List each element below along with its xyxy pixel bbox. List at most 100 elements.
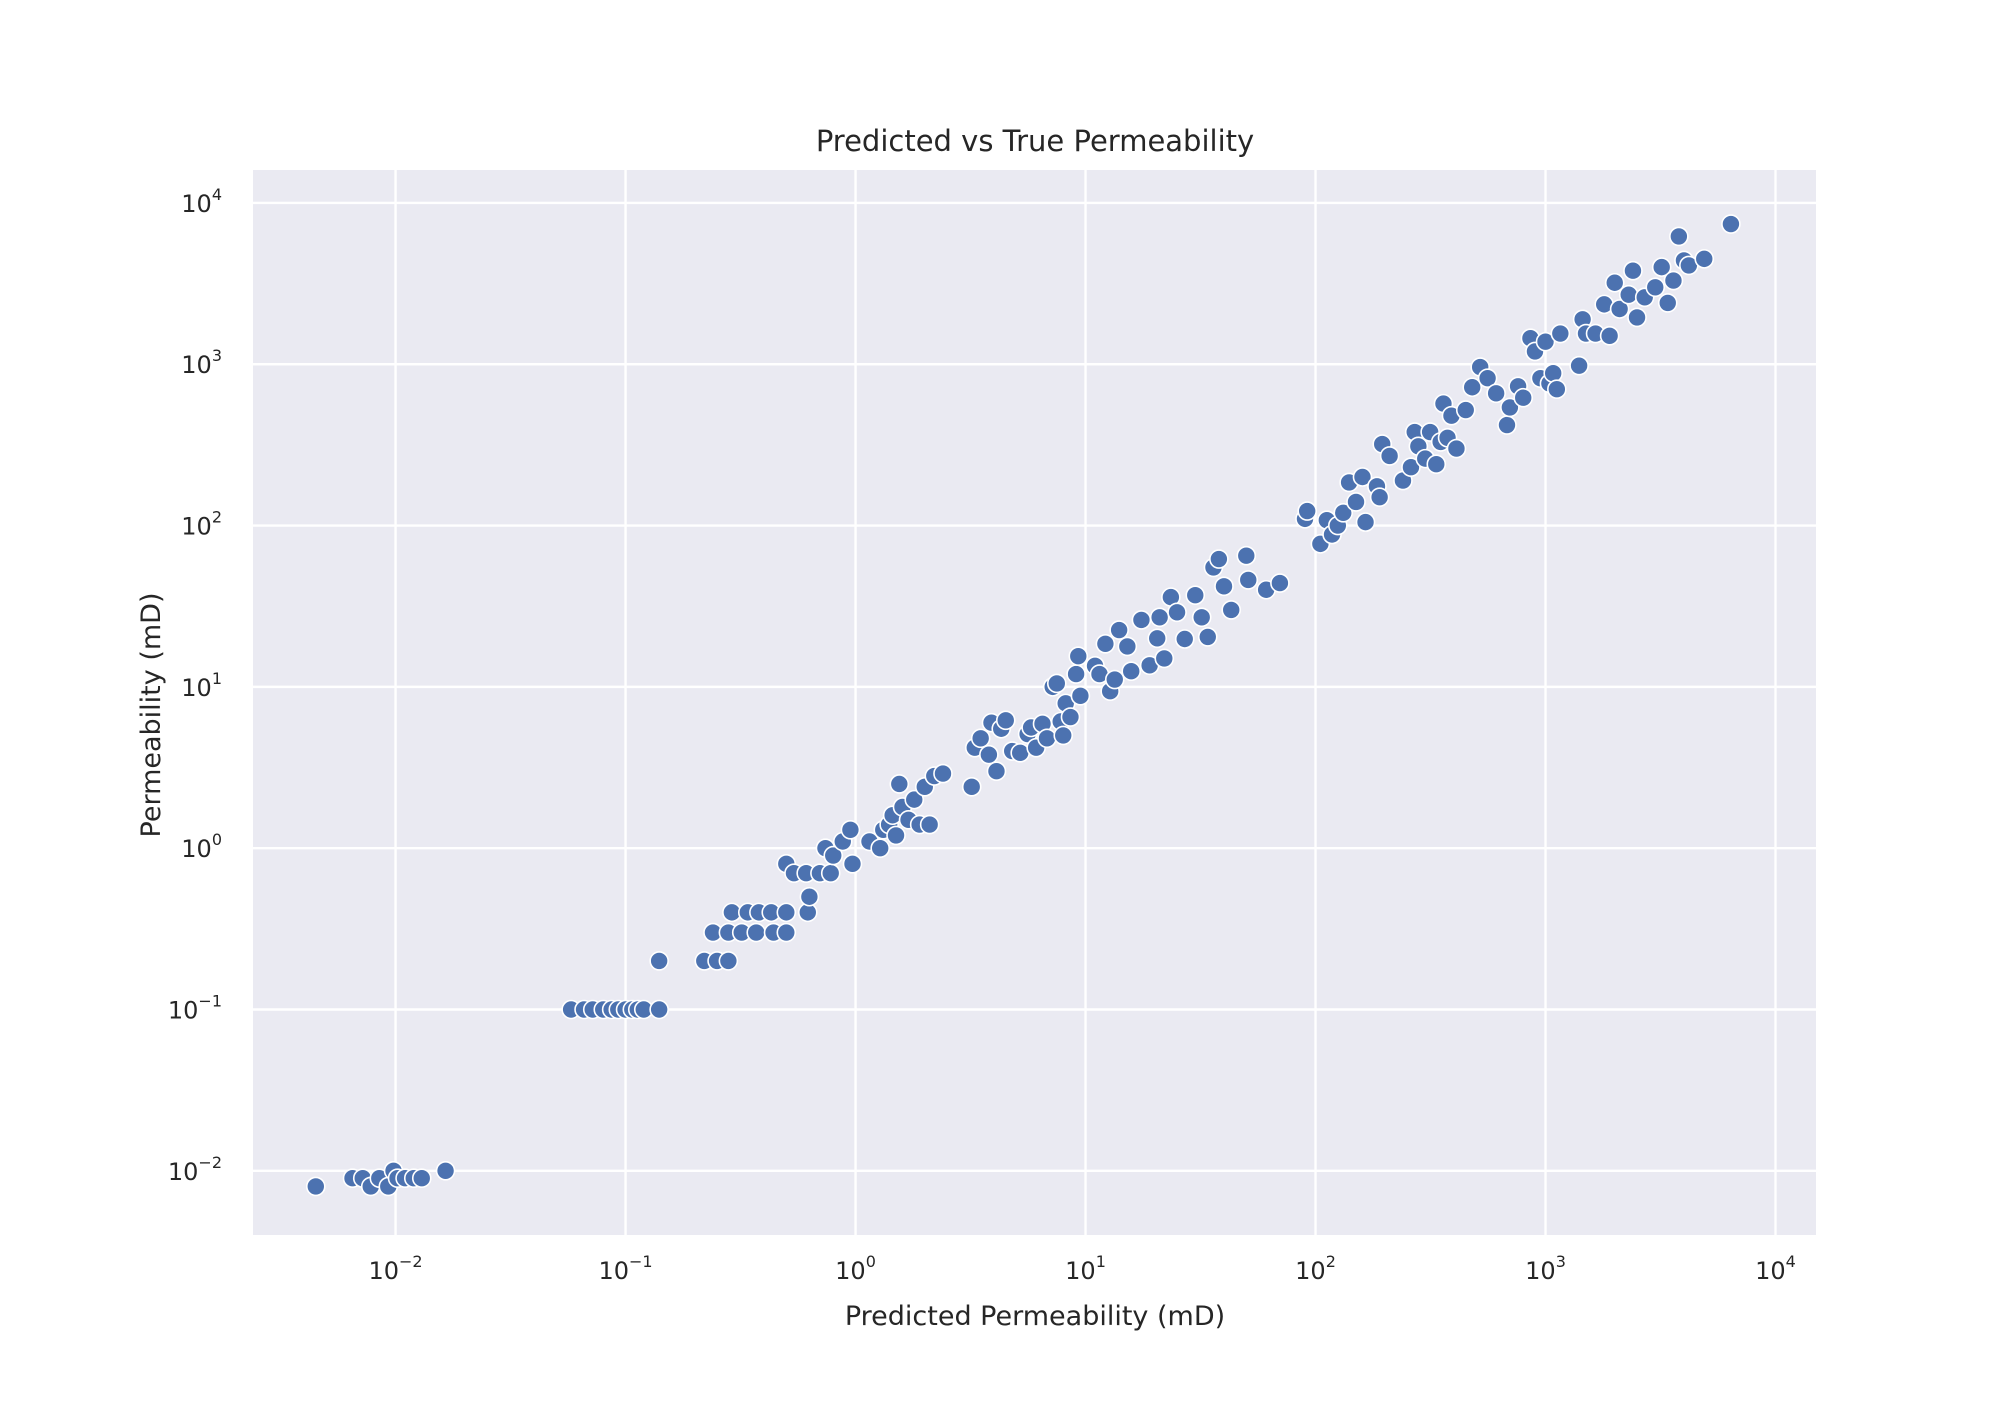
scatter-point (1486, 383, 1506, 404)
scatter-point (1046, 673, 1067, 694)
x-tick-label: 104 (1755, 1252, 1796, 1285)
scatter-point (1214, 576, 1234, 597)
scatter-point (1535, 331, 1556, 352)
scatter-point (1060, 707, 1081, 727)
scatter-point (746, 922, 767, 943)
scatter-point (305, 1176, 326, 1197)
scatter-point (1369, 487, 1390, 507)
scatter-point (820, 863, 841, 883)
scatter-point (1333, 502, 1354, 523)
scatter-point (1154, 648, 1175, 669)
scatter-point (1095, 633, 1116, 654)
scatter-point (1185, 585, 1206, 606)
chart-title: Predicted vs True Permeability (816, 124, 1254, 158)
scatter-point (649, 951, 669, 971)
scatter-point (1191, 607, 1212, 628)
x-tick-label: 10−1 (598, 1252, 652, 1285)
scatter-point (933, 763, 953, 784)
scatter-point (1513, 387, 1534, 408)
scatter-point (776, 902, 797, 923)
scatter-point (1604, 272, 1625, 293)
scatter-point (1236, 545, 1257, 566)
scatter-point (1550, 323, 1571, 344)
scatter-point (919, 814, 940, 835)
scatter-point (1547, 379, 1567, 400)
y-tick-label: 101 (181, 669, 222, 702)
scatter-point (1657, 293, 1678, 313)
scatter-point (1209, 549, 1229, 569)
scatter-point (1066, 664, 1086, 684)
scatter-point (1352, 467, 1373, 487)
y-tick-label: 100 (181, 830, 222, 863)
scatter-point (1131, 610, 1152, 630)
scatter-point (1543, 363, 1563, 383)
y-axis-label: Permeability (mD) (136, 593, 167, 838)
x-axis-ticks: 10−2 10−1 100 101 102 103 104 (368, 1252, 1795, 1285)
scatter-point (1426, 454, 1447, 475)
x-axis-label: Predicted Permeability (mD) (845, 1301, 1225, 1332)
scatter-point (1270, 573, 1290, 593)
plot-area-background (253, 170, 1816, 1235)
scatter-point (1477, 368, 1498, 388)
scatter-point (979, 744, 999, 765)
scatter-point (1663, 270, 1684, 291)
scatter-point (961, 777, 982, 797)
x-tick-label: 100 (835, 1252, 876, 1285)
scatter-point (649, 999, 669, 1020)
data-points (305, 214, 1741, 1197)
x-tick-label: 102 (1295, 1252, 1336, 1285)
scatter-point (718, 951, 739, 971)
scatter-point (1401, 457, 1421, 478)
scatter-point (1147, 628, 1168, 649)
scatter-point (799, 886, 820, 907)
scatter-point (1197, 627, 1218, 647)
scatter-point (889, 774, 910, 794)
scatter-point (1297, 501, 1317, 521)
scatter-point (1609, 299, 1630, 319)
scatter-point (995, 710, 1016, 731)
scatter-point (1068, 646, 1089, 666)
scatter-point (1104, 669, 1125, 690)
scatter-point (823, 845, 844, 866)
scatter-point (1694, 249, 1715, 269)
scatter-point (1599, 326, 1620, 346)
scatter-point (1618, 284, 1639, 305)
y-tick-label: 102 (181, 508, 222, 541)
scatter-point (1569, 355, 1589, 376)
scatter-point (1109, 620, 1129, 640)
scatter-point (1238, 570, 1259, 590)
scatter-point (886, 825, 906, 846)
scatter-point (970, 728, 991, 749)
scatter-point (1379, 446, 1400, 466)
y-axis-ticks: 10−2 10−1 100 101 102 103 104 (168, 185, 222, 1186)
scatter-point (1651, 257, 1672, 277)
scatter-point (1500, 397, 1520, 418)
x-tick-label: 103 (1525, 1252, 1566, 1285)
scatter-point (411, 1168, 432, 1188)
scatter-point (1167, 602, 1187, 623)
scatter-point (986, 761, 1007, 782)
scatter-point (1221, 600, 1242, 620)
scatter-point (1355, 512, 1376, 532)
scatter-point (776, 922, 797, 943)
scatter-point (1037, 728, 1057, 749)
scatter-point (1721, 214, 1741, 234)
scatter-point (1121, 661, 1142, 682)
y-tick-label: 10−2 (168, 1153, 222, 1186)
scatter-point (1117, 636, 1138, 657)
scatter-point (1149, 607, 1170, 628)
scatter-point (1070, 686, 1091, 706)
scatter-point (904, 789, 925, 810)
scatter-point (1446, 438, 1467, 459)
scatter-point (1623, 260, 1643, 281)
y-tick-label: 104 (181, 185, 222, 218)
scatter-point (1346, 492, 1366, 512)
scatter-point (1497, 415, 1517, 435)
scatter-point (1462, 377, 1482, 398)
y-tick-label: 10−1 (168, 991, 222, 1024)
scatter-point (1645, 277, 1666, 298)
scatter-point (842, 854, 863, 874)
scatter-point (1174, 629, 1195, 649)
